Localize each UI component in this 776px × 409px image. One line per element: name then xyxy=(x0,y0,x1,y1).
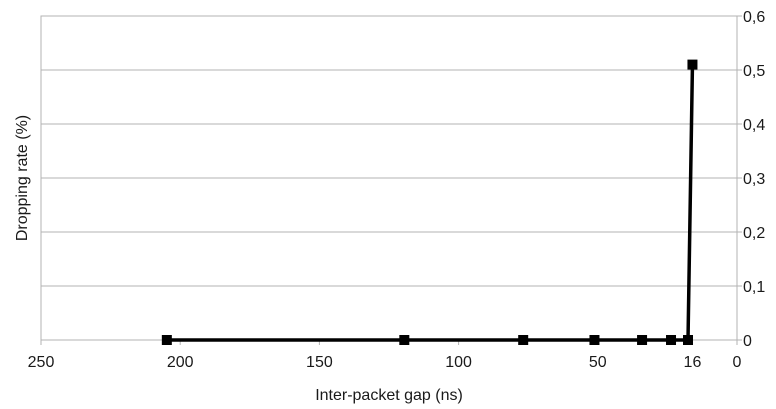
y-tick-label: 0,3 xyxy=(743,171,765,188)
y-tick-label: 0 xyxy=(743,333,752,350)
data-point-marker xyxy=(637,335,648,345)
x-tick-label: 100 xyxy=(445,354,472,371)
data-point-marker xyxy=(518,335,529,345)
x-tick-label: 250 xyxy=(28,354,55,371)
y-tick-label: 0,5 xyxy=(743,63,765,80)
data-point-marker xyxy=(399,335,410,345)
x-axis-title: Inter-packet gap (ns) xyxy=(315,387,463,404)
series-line xyxy=(166,64,695,342)
series-layer xyxy=(161,59,698,345)
x-tick-label: 200 xyxy=(167,354,194,371)
gridlines xyxy=(41,69,737,287)
y-tick-label: 0,6 xyxy=(743,9,765,26)
x-tick-label: 0 xyxy=(733,354,742,371)
data-point-marker xyxy=(589,335,600,345)
data-point-marker xyxy=(687,59,698,70)
y-tick-label: 0,4 xyxy=(743,117,765,134)
data-point-marker xyxy=(683,335,694,345)
x-tick-label: 50 xyxy=(589,354,607,371)
y-axis-ticks: 0 0,1 0,2 0,3 0,4 0,5 0,6 xyxy=(737,9,765,350)
data-point-marker xyxy=(161,335,172,345)
y-tick-label: 0,2 xyxy=(743,225,765,242)
data-point-marker xyxy=(666,335,677,345)
y-tick-label: 0,1 xyxy=(743,279,765,296)
x-axis-ticks: 250 200 150 100 50 16 0 xyxy=(28,340,742,371)
x-tick-label: 150 xyxy=(306,354,333,371)
x-tick-label: 16 xyxy=(684,354,702,371)
y-axis-title: Dropping rate (%) xyxy=(14,115,31,241)
